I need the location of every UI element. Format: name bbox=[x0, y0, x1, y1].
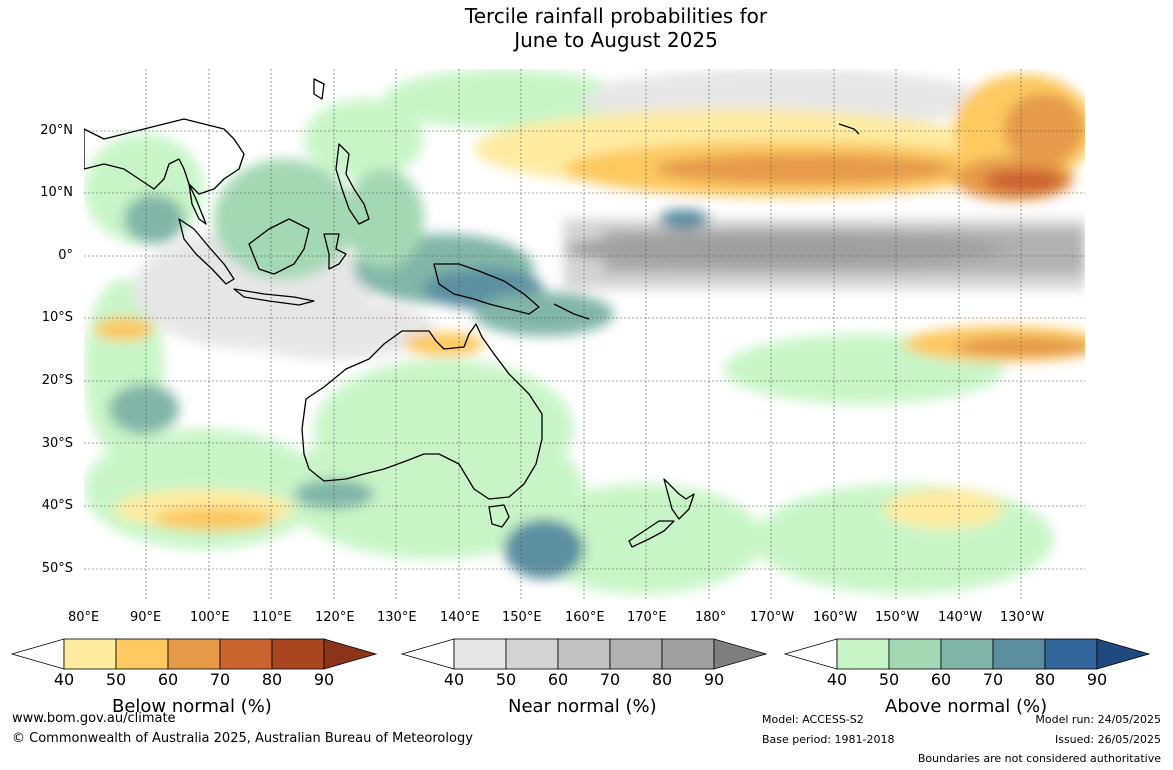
lon-label: 150°W bbox=[875, 610, 920, 625]
australia-coastline bbox=[301, 323, 543, 500]
lon-label: 140°W bbox=[938, 610, 983, 625]
legend-tick-label: 50 bbox=[878, 670, 900, 689]
lon-label: 130°W bbox=[1000, 610, 1045, 625]
lon-label: 140°E bbox=[440, 610, 480, 625]
legend-tick-label: 40 bbox=[53, 670, 75, 689]
legend-tick-label: 50 bbox=[495, 670, 517, 689]
lon-label: 120°E bbox=[315, 610, 355, 625]
base-period-text: Base period: 1981-2018 bbox=[762, 733, 895, 746]
rainfall-probability-map bbox=[83, 69, 1104, 600]
legend-tick-label: 70 bbox=[599, 670, 621, 689]
lon-label: 180° bbox=[695, 610, 727, 625]
legend-tick-label: 90 bbox=[313, 670, 335, 689]
legend-swatch bbox=[888, 638, 942, 670]
lat-label: 20°S bbox=[41, 373, 73, 388]
title-line-1: Tercile rainfall probabilities for bbox=[464, 4, 768, 28]
map-svg bbox=[83, 69, 1104, 600]
legend-tick-label: 80 bbox=[1034, 670, 1056, 689]
new-zealand-north-coastline bbox=[663, 478, 695, 520]
lat-label: 0° bbox=[58, 248, 73, 263]
legend-min-triangle bbox=[10, 638, 65, 670]
legend-swatch bbox=[557, 638, 611, 670]
lon-label: 110°E bbox=[252, 610, 292, 625]
legend-tick-label: 90 bbox=[1086, 670, 1108, 689]
solomon-islands-coastline bbox=[553, 303, 590, 320]
legend-tick-label: 70 bbox=[982, 670, 1004, 689]
lat-label: 20°N bbox=[40, 123, 73, 138]
legend-tick-label: 60 bbox=[547, 670, 569, 689]
lon-label: 160°E bbox=[565, 610, 605, 625]
lon-label: 170°W bbox=[750, 610, 795, 625]
legend-swatch bbox=[115, 638, 169, 670]
legend-near-normal-title: Near normal (%) bbox=[508, 696, 657, 717]
legend-max-triangle bbox=[323, 638, 378, 670]
map-title: Tercile rainfall probabilities for June … bbox=[0, 4, 1173, 52]
hawaii-coastline bbox=[838, 123, 860, 135]
lat-label: 40°S bbox=[41, 498, 73, 513]
legend-below-normal-title: Below normal (%) bbox=[112, 696, 272, 717]
model-run-text: Model run: 24/05/2025 bbox=[1035, 713, 1161, 726]
legend-tick-label: 50 bbox=[105, 670, 127, 689]
legend-above-normal-bar bbox=[783, 638, 1151, 670]
legend-below-normal-bar bbox=[10, 638, 378, 670]
legend-min-triangle bbox=[783, 638, 838, 670]
lat-label: 30°S bbox=[41, 436, 73, 451]
legend-swatch bbox=[505, 638, 559, 670]
new-zealand-south-coastline bbox=[628, 520, 675, 548]
lat-label: 50°S bbox=[41, 561, 73, 576]
legend-swatch bbox=[1044, 638, 1098, 670]
legend-swatch bbox=[271, 638, 325, 670]
lon-label: 100°E bbox=[190, 610, 230, 625]
issued-text: Issued: 26/05/2025 bbox=[1054, 733, 1161, 746]
lat-label: 10°N bbox=[40, 185, 73, 200]
sulawesi-coastline bbox=[323, 233, 347, 270]
legend-near-normal-bar bbox=[400, 638, 768, 670]
legend-tick-label: 60 bbox=[930, 670, 952, 689]
legend-swatch bbox=[63, 638, 117, 670]
legend-tick-label: 80 bbox=[261, 670, 283, 689]
legend-tick-label: 80 bbox=[651, 670, 673, 689]
title-line-2: June to August 2025 bbox=[514, 28, 718, 52]
lon-label: 80°E bbox=[68, 610, 100, 625]
legend-tick-label: 60 bbox=[157, 670, 179, 689]
legend-tick-label: 90 bbox=[703, 670, 725, 689]
java-coastline bbox=[233, 288, 315, 306]
legend-swatch bbox=[167, 638, 221, 670]
lon-label: 170°E bbox=[627, 610, 667, 625]
lon-label: 130°E bbox=[377, 610, 417, 625]
taiwan-coastline bbox=[313, 78, 325, 100]
legend-max-triangle bbox=[713, 638, 768, 670]
legend-swatch bbox=[661, 638, 715, 670]
copyright-text: © Commonwealth of Australia 2025, Austra… bbox=[12, 731, 473, 746]
legend-swatch bbox=[609, 638, 663, 670]
legend-swatch bbox=[940, 638, 994, 670]
mainland-asia-coastline bbox=[83, 118, 245, 195]
legend-swatch bbox=[453, 638, 507, 670]
borneo-coastline bbox=[248, 218, 310, 275]
legend-swatch bbox=[219, 638, 273, 670]
lat-label: 10°S bbox=[41, 310, 73, 325]
probability-shading bbox=[84, 69, 1104, 594]
sumatra-coastline bbox=[178, 218, 235, 285]
model-text: Model: ACCESS-S2 bbox=[762, 713, 864, 726]
legend-tick-label: 70 bbox=[209, 670, 231, 689]
boundaries-disclaimer: Boundaries are not considered authoritat… bbox=[917, 752, 1161, 765]
legend-min-triangle bbox=[400, 638, 455, 670]
new-guinea-coastline bbox=[433, 263, 540, 315]
legend-swatch bbox=[992, 638, 1046, 670]
malay-peninsula-coastline bbox=[188, 183, 207, 225]
legend-max-triangle bbox=[1096, 638, 1151, 670]
philippines-coastline bbox=[335, 143, 370, 225]
website-link[interactable]: www.bom.gov.au/climate bbox=[12, 711, 176, 726]
coastlines bbox=[83, 78, 860, 548]
lon-label: 160°W bbox=[813, 610, 858, 625]
legend-swatch bbox=[836, 638, 890, 670]
lon-label: 150°E bbox=[502, 610, 542, 625]
legend-above-normal-title: Above normal (%) bbox=[885, 696, 1048, 717]
legend-tick-label: 40 bbox=[826, 670, 848, 689]
tasmania-coastline bbox=[488, 504, 510, 528]
legend-tick-label: 40 bbox=[443, 670, 465, 689]
graticule bbox=[84, 69, 1085, 600]
lon-label: 90°E bbox=[130, 610, 162, 625]
